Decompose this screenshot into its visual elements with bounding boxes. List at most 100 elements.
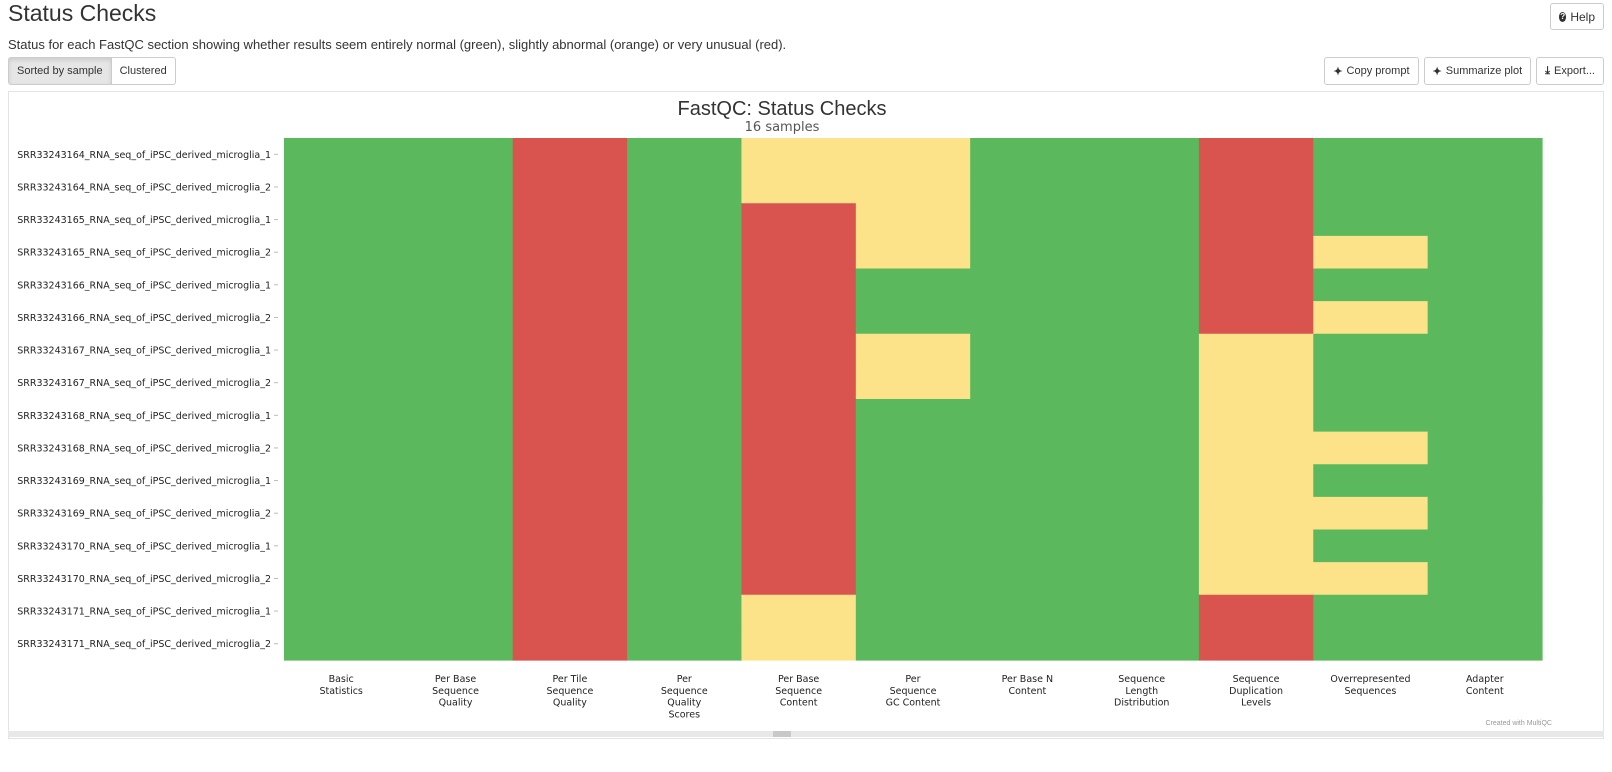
heatmap-cell[interactable]: [1427, 529, 1543, 563]
export-button[interactable]: ⤓ Export...: [1536, 57, 1604, 85]
heatmap-cell[interactable]: [1084, 301, 1200, 335]
heatmap-cell[interactable]: [855, 529, 971, 563]
heatmap-cell[interactable]: [627, 529, 743, 563]
heatmap-cell[interactable]: [1313, 170, 1429, 204]
heatmap-cell[interactable]: [1084, 366, 1200, 400]
heatmap-cell[interactable]: [1427, 464, 1543, 498]
copy-prompt-button[interactable]: ✦ Copy prompt: [1324, 57, 1419, 85]
heatmap-cell[interactable]: [512, 594, 628, 628]
heatmap-cell[interactable]: [741, 268, 857, 302]
heatmap-cell[interactable]: [398, 496, 514, 531]
heatmap-cell[interactable]: [512, 138, 628, 172]
heatmap-cell[interactable]: [970, 594, 1086, 628]
heatmap-cell[interactable]: [512, 529, 628, 563]
heatmap-cell[interactable]: [398, 627, 514, 661]
heatmap-cell[interactable]: [1427, 627, 1543, 661]
heatmap-cell[interactable]: [970, 301, 1086, 335]
heatmap-cell[interactable]: [970, 464, 1086, 498]
heatmap-cell[interactable]: [398, 203, 514, 237]
heatmap-cell[interactable]: [284, 562, 399, 596]
heatmap-cell[interactable]: [741, 431, 857, 465]
heatmap-cell[interactable]: [741, 496, 857, 531]
heatmap-cell[interactable]: [970, 333, 1086, 367]
heatmap-cell[interactable]: [855, 496, 971, 531]
heatmap-cell[interactable]: [627, 464, 743, 498]
heatmap-cell[interactable]: [627, 562, 743, 596]
heatmap-cell[interactable]: [741, 594, 857, 628]
heatmap-cell[interactable]: [855, 366, 971, 400]
heatmap-cell[interactable]: [284, 301, 399, 335]
heatmap-cell[interactable]: [1427, 562, 1543, 596]
heatmap-cell[interactable]: [855, 464, 971, 498]
heatmap-cell[interactable]: [1084, 464, 1200, 498]
heatmap-cell[interactable]: [627, 203, 743, 237]
heatmap-cell[interactable]: [284, 235, 399, 270]
heatmap-cell[interactable]: [1427, 333, 1543, 367]
heatmap-cell[interactable]: [970, 627, 1086, 661]
heatmap-cell[interactable]: [512, 399, 628, 433]
heatmap-cell[interactable]: [512, 301, 628, 335]
heatmap-cell[interactable]: [741, 366, 857, 400]
heatmap-cell[interactable]: [398, 529, 514, 563]
heatmap-cell[interactable]: [512, 170, 628, 204]
heatmap-cell[interactable]: [1084, 333, 1200, 367]
heatmap-cell[interactable]: [1313, 235, 1429, 270]
heatmap-cell[interactable]: [284, 431, 399, 465]
heatmap-cell[interactable]: [398, 268, 514, 302]
heatmap-cell[interactable]: [398, 170, 514, 204]
heatmap-cell[interactable]: [512, 464, 628, 498]
heatmap-cell[interactable]: [398, 399, 514, 433]
heatmap-cell[interactable]: [627, 496, 743, 531]
heatmap-cell[interactable]: [970, 203, 1086, 237]
heatmap-cell[interactable]: [1427, 399, 1543, 433]
heatmap-cell[interactable]: [1084, 138, 1200, 172]
heatmap-cell[interactable]: [1427, 496, 1543, 531]
heatmap-cell[interactable]: [1084, 627, 1200, 661]
heatmap-cell[interactable]: [398, 594, 514, 628]
heatmap-cell[interactable]: [1427, 268, 1543, 302]
heatmap-cell[interactable]: [1198, 431, 1314, 465]
heatmap-cell[interactable]: [512, 235, 628, 270]
heatmap-cell[interactable]: [1313, 594, 1429, 628]
clustered-button[interactable]: Clustered: [111, 57, 176, 85]
heatmap-cell[interactable]: [627, 399, 743, 433]
heatmap-cell[interactable]: [970, 170, 1086, 204]
heatmap-cell[interactable]: [284, 170, 399, 204]
heatmap-cell[interactable]: [1427, 138, 1543, 172]
heatmap-cell[interactable]: [627, 268, 743, 302]
heatmap-cell[interactable]: [1313, 268, 1429, 302]
heatmap-cell[interactable]: [741, 203, 857, 237]
heatmap-cell[interactable]: [1198, 301, 1314, 335]
heatmap-cell[interactable]: [284, 138, 399, 172]
heatmap-cell[interactable]: [1084, 203, 1200, 237]
heatmap-cell[interactable]: [512, 431, 628, 465]
heatmap-cell[interactable]: [1427, 431, 1543, 465]
heatmap-cell[interactable]: [1313, 431, 1429, 465]
heatmap-cell[interactable]: [970, 431, 1086, 465]
heatmap-cell[interactable]: [1084, 431, 1200, 465]
heatmap-cell[interactable]: [1084, 235, 1200, 270]
heatmap-cell[interactable]: [284, 203, 399, 237]
heatmap-cell[interactable]: [398, 235, 514, 270]
heatmap-cell[interactable]: [1313, 464, 1429, 498]
summarize-plot-button[interactable]: ✦ Summarize plot: [1423, 57, 1532, 85]
heatmap-cell[interactable]: [1313, 529, 1429, 563]
heatmap-cell[interactable]: [1198, 594, 1314, 628]
heatmap-cell[interactable]: [741, 529, 857, 563]
heatmap-cell[interactable]: [741, 170, 857, 204]
heatmap-cell[interactable]: [970, 529, 1086, 563]
heatmap-cell[interactable]: [741, 627, 857, 661]
heatmap-cell[interactable]: [1427, 203, 1543, 237]
scrollbar-handle[interactable]: [773, 731, 791, 737]
heatmap-cell[interactable]: [741, 562, 857, 596]
heatmap-cell[interactable]: [398, 431, 514, 465]
heatmap-cell[interactable]: [1198, 235, 1314, 270]
heatmap-cell[interactable]: [627, 627, 743, 661]
heatmap-cell[interactable]: [627, 333, 743, 367]
heatmap-cell[interactable]: [398, 464, 514, 498]
heatmap-cell[interactable]: [970, 496, 1086, 531]
heatmap-cell[interactable]: [1313, 496, 1429, 531]
heatmap-cell[interactable]: [855, 562, 971, 596]
heatmap-cell[interactable]: [398, 333, 514, 367]
heatmap-cell[interactable]: [855, 138, 971, 172]
